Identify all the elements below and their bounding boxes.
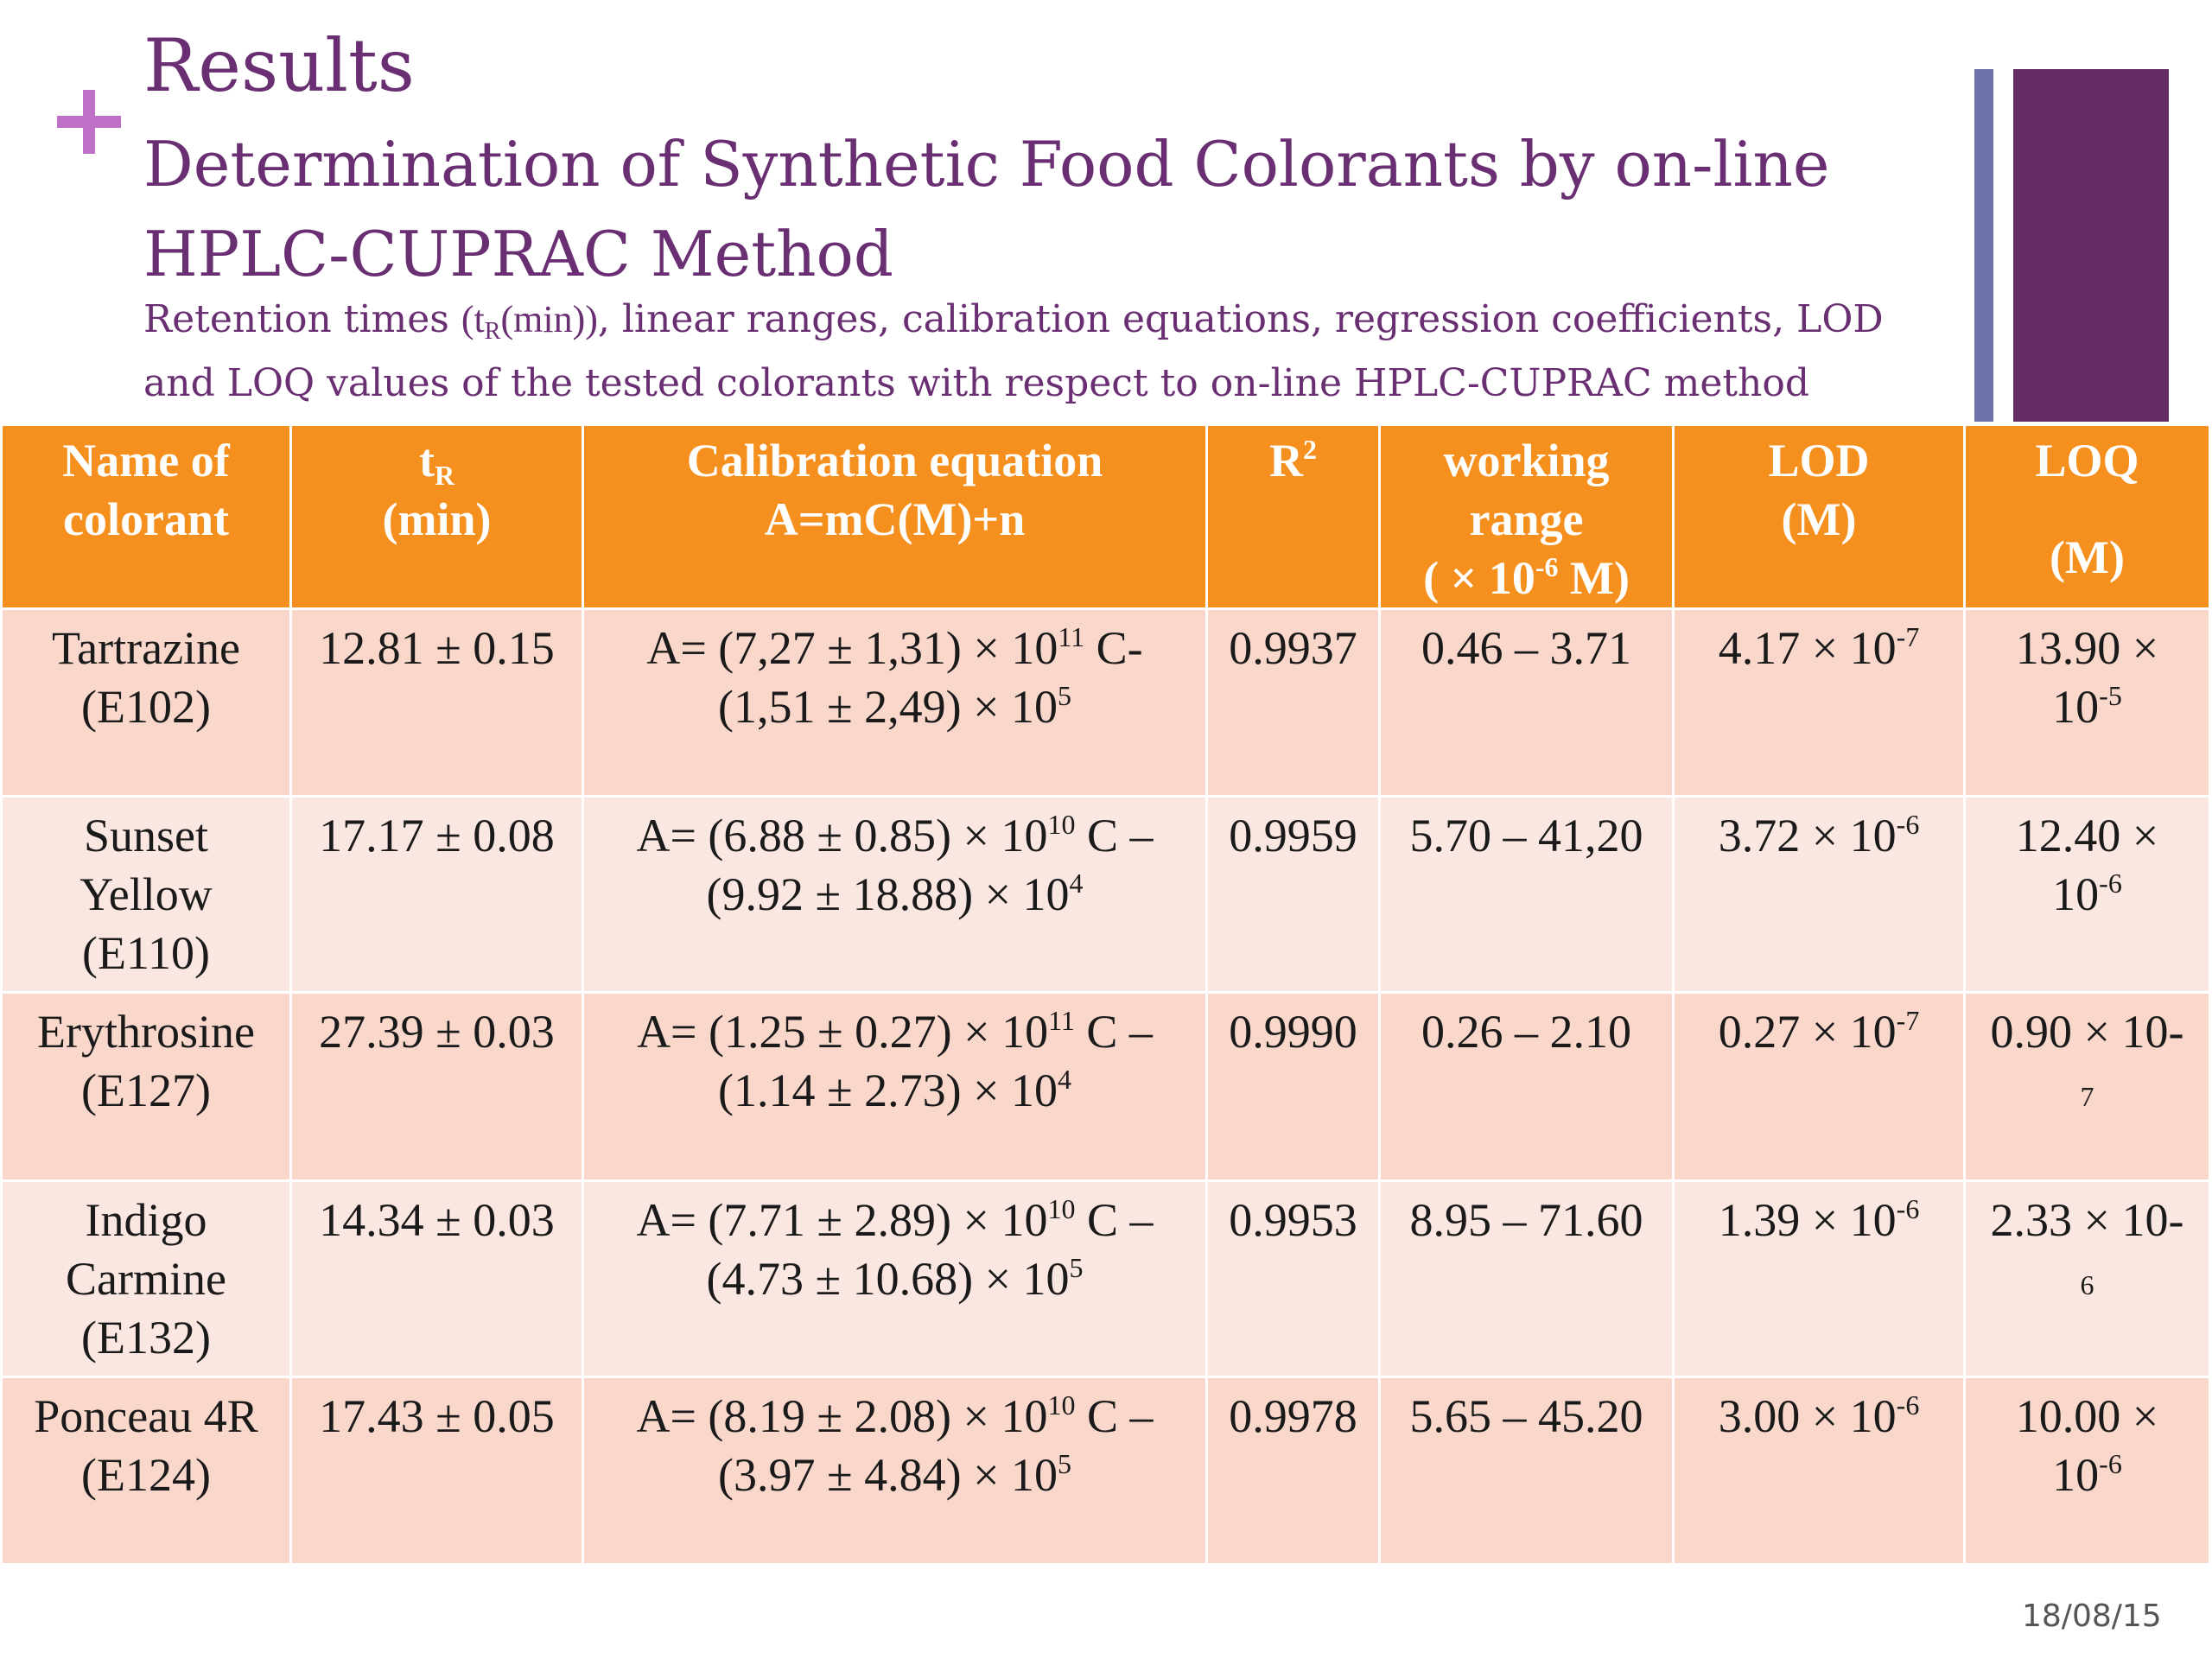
cell-colorant-name: Erythrosine (E127) [0, 991, 292, 1182]
cell-calibration-equation: A= (8.19 ± 2.08) × 1010 C – (3.97 ± 4.84)… [582, 1375, 1208, 1567]
slide-title: Results [143, 23, 415, 108]
cell-lod: 0.27 × 10-7 [1672, 991, 1966, 1182]
table-row: Indigo Carmine (E132) 14.34 ± 0.03 A= (7.71 … [0, 1179, 2211, 1378]
cell-r2: 0.9953 [1205, 1179, 1381, 1378]
decorative-bar-thin [1974, 69, 1993, 422]
cell-lod: 3.00 × 10-6 [1672, 1375, 1966, 1567]
cell-r2: 0.9937 [1205, 607, 1381, 798]
cell-lod: 4.17 × 10-7 [1672, 607, 1966, 798]
cell-working-range: 5.70 – 41,20 [1378, 795, 1675, 995]
colorants-table: Name of colorant tR (min) Calibration equa… [0, 423, 2211, 1567]
table-header-row: Name of colorant tR (min) Calibration equa… [0, 423, 2211, 610]
header-tr: tR (min) [289, 423, 584, 610]
caption-tr-open: (t [461, 298, 485, 340]
cell-colorant-name: Tartrazine (E102) [0, 607, 292, 798]
caption-pre: Retention times [143, 297, 461, 341]
cell-colorant-name: Ponceau 4R (E124) [0, 1375, 292, 1567]
table-caption: Retention times (tR(min)), linear ranges… [143, 294, 1949, 410]
table-row: Sunset Yellow (E110) 17.17 ± 0.08 A= (6.88 ±… [0, 795, 2211, 995]
cell-calibration-equation: A= (7,27 ± 1,31) × 1011 C- (1,51 ± 2,49) … [582, 607, 1208, 798]
cell-calibration-equation: A= (6.88 ± 0.85) × 1010 C – (9.92 ± 18.88… [582, 795, 1208, 995]
header-loq: LOQ (M) [1963, 423, 2211, 610]
cell-loq: 13.90 × 10-5 [1963, 607, 2211, 798]
cell-calibration-equation: A= (7.71 ± 2.89) × 1010 C – (4.73 ± 10.68… [582, 1179, 1208, 1378]
cell-colorant-name: Indigo Carmine (E132) [0, 1179, 292, 1378]
header-working-range: working range( × 10-6 M) [1378, 423, 1675, 610]
cell-working-range: 0.46 – 3.71 [1378, 607, 1675, 798]
plus-icon [57, 90, 121, 154]
cell-retention-time: 17.43 ± 0.05 [289, 1375, 584, 1567]
cell-working-range: 8.95 – 71.60 [1378, 1179, 1675, 1378]
cell-r2: 0.9959 [1205, 795, 1381, 995]
slide-date: 18/08/15 [2022, 1599, 2162, 1634]
caption-post: , linear ranges, calibration equations, … [143, 297, 1884, 405]
decorative-bar-thick [2013, 69, 2169, 422]
cell-retention-time: 14.34 ± 0.03 [289, 1179, 584, 1378]
caption-tr-sub: R [484, 318, 501, 345]
slide-subtitle: Determination of Synthetic Food Colorant… [143, 128, 1830, 290]
cell-working-range: 0.26 – 2.10 [1378, 991, 1675, 1182]
header-calibration: Calibration equation A=mC(M)+n [582, 423, 1208, 610]
cell-r2: 0.9978 [1205, 1375, 1381, 1567]
cell-retention-time: 27.39 ± 0.03 [289, 991, 584, 1182]
cell-colorant-name: Sunset Yellow (E110) [0, 795, 292, 995]
cell-loq: 0.90 × 10- 7 [1963, 991, 2211, 1182]
cell-retention-time: 12.81 ± 0.15 [289, 607, 584, 798]
header-lod: LOD (M) [1672, 423, 1966, 610]
cell-retention-time: 17.17 ± 0.08 [289, 795, 584, 995]
cell-loq: 2.33 × 10- 6 [1963, 1179, 2211, 1378]
table-row: Tartrazine (E102) 12.81 ± 0.15 A= (7,27 ± 1… [0, 607, 2211, 798]
cell-loq: 12.40 × 10-6 [1963, 795, 2211, 995]
table-row: Ponceau 4R (E124) 17.43 ± 0.05 A= (8.19 ± 2… [0, 1375, 2211, 1567]
caption-tr-close: (min)) [500, 298, 598, 340]
cell-loq: 10.00 × 10-6 [1963, 1375, 2211, 1567]
cell-lod: 3.72 × 10-6 [1672, 795, 1966, 995]
header-name: Name of colorant [0, 423, 292, 610]
header-r2: R2 [1205, 423, 1381, 610]
cell-lod: 1.39 × 10-6 [1672, 1179, 1966, 1378]
cell-working-range: 5.65 – 45.20 [1378, 1375, 1675, 1567]
table-row: Erythrosine (E127) 27.39 ± 0.03 A= (1.25 ± … [0, 991, 2211, 1182]
cell-r2: 0.9990 [1205, 991, 1381, 1182]
cell-calibration-equation: A= (1.25 ± 0.27) × 1011 C – (1.14 ± 2.73)… [582, 991, 1208, 1182]
